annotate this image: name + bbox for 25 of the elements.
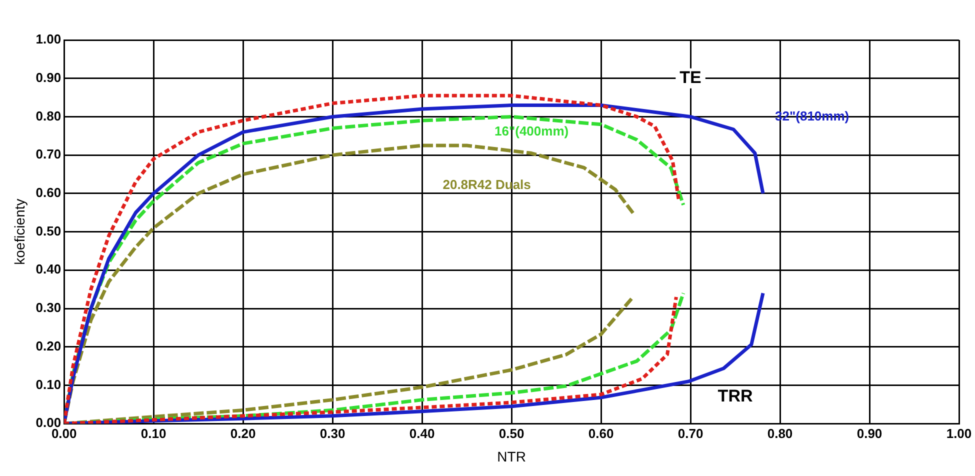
x-tick-label: 1.00	[946, 426, 972, 441]
x-tick-label: 0.80	[767, 426, 793, 441]
x-tick-label: 0.60	[588, 426, 614, 441]
x-tick-label: 0.90	[856, 426, 882, 441]
y-tick-label: 1.00	[36, 32, 62, 47]
x-tick-label: 0.00	[51, 426, 77, 441]
x-tick-label: 0.40	[409, 426, 435, 441]
x-tick-label: 0.10	[140, 426, 166, 441]
y-tick-label: 0.50	[36, 223, 62, 238]
x-tick-label: 0.30	[320, 426, 346, 441]
annotation: TRR	[718, 386, 753, 406]
y-tick-label: 0.20	[36, 338, 62, 354]
y-axis-title: koeficienty	[11, 198, 28, 265]
x-tick-label: 0.20	[230, 426, 256, 441]
y-tick-label: 0.30	[36, 300, 62, 316]
x-axis-title: NTR	[497, 448, 526, 464]
y-tick-label: 0.90	[36, 70, 62, 85]
y-tick-label: 0.40	[36, 262, 62, 277]
y-tick-label: 0.10	[36, 376, 62, 392]
x-tick-label: 0.50	[498, 426, 524, 441]
y-tick-label: 0.60	[36, 185, 62, 200]
y-tick-label: 0.70	[36, 146, 62, 162]
annotation: TE	[680, 68, 702, 88]
x-tick-label: 0.70	[678, 426, 704, 441]
y-tick-label: 0.80	[36, 108, 62, 124]
